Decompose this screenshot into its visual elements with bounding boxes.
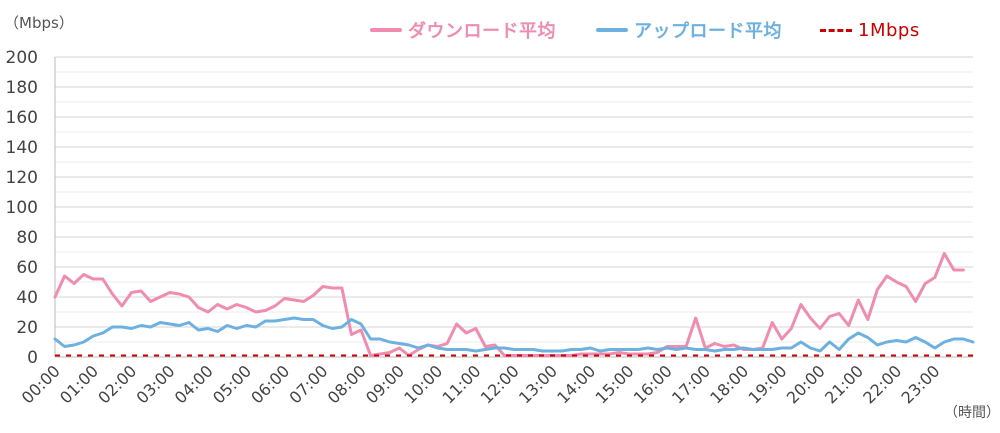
y-tick-label: 160	[6, 108, 38, 128]
x-tick-label: 10:00	[400, 361, 446, 407]
x-tick-label: 09:00	[362, 361, 408, 407]
x-tick-label: 08:00	[324, 361, 370, 407]
x-tick-label: 06:00	[247, 361, 293, 407]
x-tick-label: 15:00	[592, 361, 638, 407]
x-tick-label: 12:00	[477, 361, 523, 407]
x-tick-label: 23:00	[898, 361, 944, 407]
y-tick-label: 140	[6, 138, 38, 158]
y-tick-label: 180	[6, 78, 38, 98]
x-tick-label: 13:00	[515, 361, 561, 407]
x-tick-label: 00:00	[18, 361, 64, 407]
legend-swatch-1mbps	[820, 28, 852, 32]
legend-swatch-upload	[596, 28, 628, 32]
series-line-upload	[53, 316, 975, 353]
x-tick-label: 16:00	[630, 361, 676, 407]
x-tick-label: 07:00	[286, 361, 332, 407]
x-axis-unit-label: （時間）	[944, 405, 1000, 421]
x-tick-label: 17:00	[668, 361, 714, 407]
y-axis-ticks: 0 20 40 60 80 100 120 140 160 180 200	[6, 48, 38, 368]
series-lines	[53, 252, 975, 357]
legend-item-1mbps: 1Mbps	[820, 18, 920, 42]
y-tick-label: 120	[6, 168, 38, 188]
x-tick-label: 21:00	[821, 361, 867, 407]
x-tick-label: 01:00	[56, 361, 102, 407]
x-tick-label: 11:00	[439, 361, 485, 407]
y-tick-label: 40	[16, 288, 38, 308]
legend-swatch-download	[370, 28, 402, 32]
x-tick-label: 02:00	[94, 361, 140, 407]
x-tick-label: 18:00	[706, 361, 752, 407]
x-tick-label: 22:00	[859, 361, 905, 407]
y-tick-label: 100	[6, 198, 38, 218]
y-tick-label: 200	[6, 48, 38, 68]
y-tick-label: 80	[16, 228, 38, 248]
grid	[54, 56, 973, 358]
legend-label-upload: アップロード平均	[634, 21, 782, 42]
y-tick-label: 60	[16, 258, 38, 278]
legend-label-1mbps: 1Mbps	[858, 19, 920, 41]
x-tick-label: 05:00	[209, 361, 255, 407]
x-tick-label: 04:00	[171, 361, 217, 407]
legend-item-upload: アップロード平均	[596, 18, 782, 42]
legend-label-download: ダウンロード平均	[408, 21, 556, 42]
y-tick-label: 20	[16, 318, 38, 338]
x-axis-ticks: 00:0001:0002:0003:0004:0005:0006:0007:00…	[18, 361, 944, 407]
x-tick-label: 14:00	[553, 361, 599, 407]
y-axis-unit-label: （Mbps）	[4, 14, 74, 32]
legend-item-download: ダウンロード平均	[370, 18, 556, 42]
x-tick-label: 19:00	[745, 361, 791, 407]
y-tick-label: 0	[27, 348, 38, 368]
x-tick-label: 03:00	[133, 361, 179, 407]
x-tick-label: 20:00	[783, 361, 829, 407]
series-line-download	[53, 252, 965, 357]
